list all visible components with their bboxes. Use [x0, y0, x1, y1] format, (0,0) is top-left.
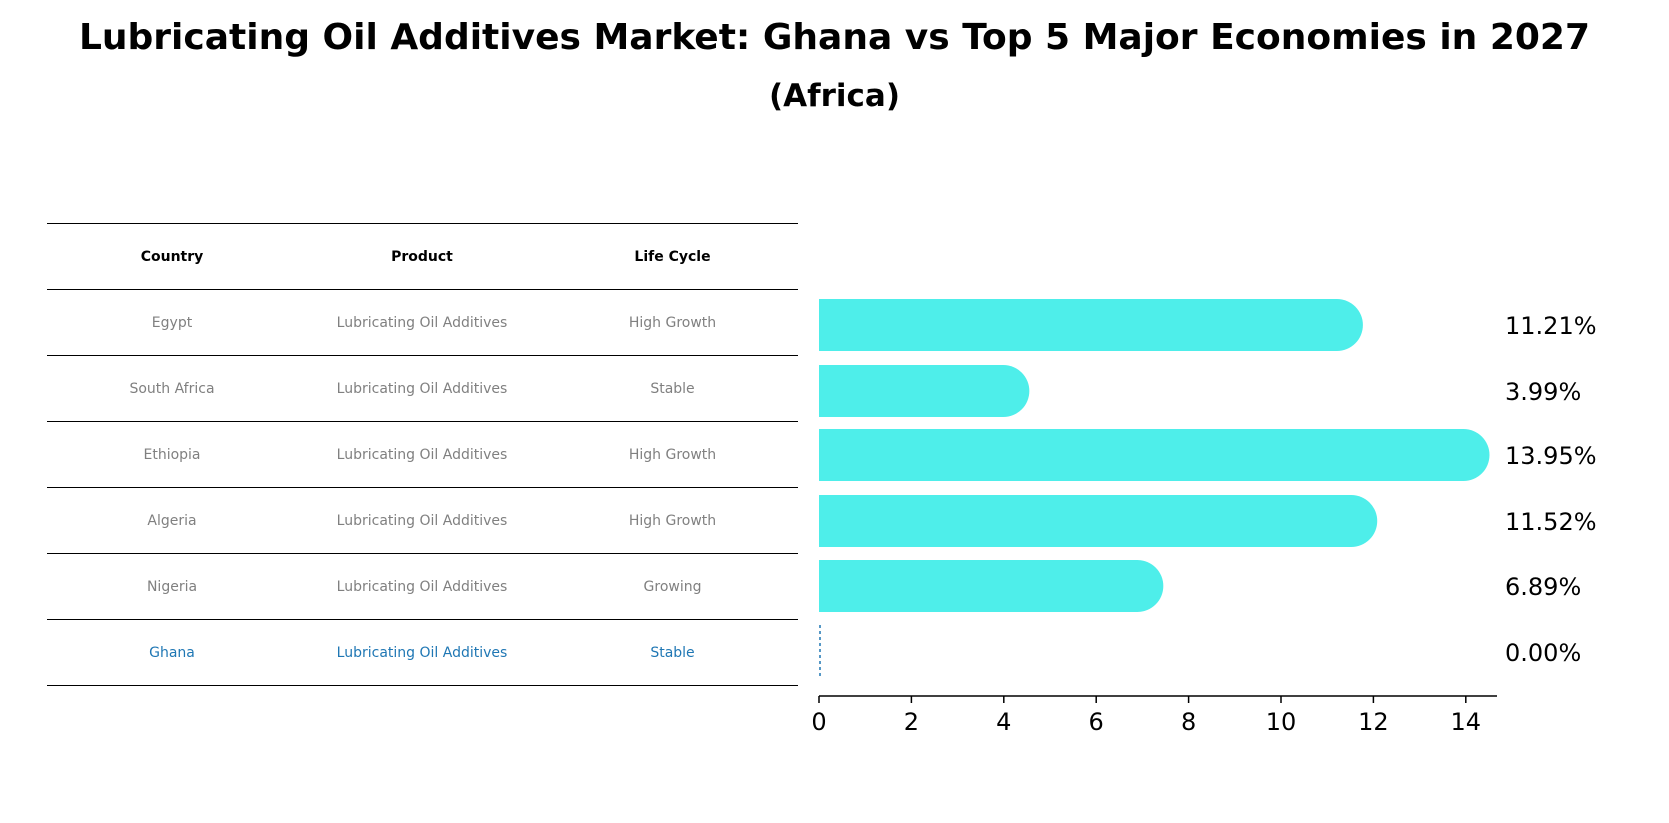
life-cycle-cell: High Growth: [628, 512, 717, 529]
x-tick-label: 14: [1451, 708, 1482, 736]
x-tick-label: 4: [996, 708, 1011, 736]
value-label: 13.95%: [1505, 442, 1597, 470]
life-cycle-cell: Stable: [650, 644, 695, 661]
table-row: Egypt Lubricating Oil Additives High Gro…: [47, 290, 798, 356]
country-cell: Algeria: [147, 512, 197, 529]
header-life-cycle: Life Cycle: [634, 248, 711, 265]
table-row: Ethiopia Lubricating Oil Additives High …: [47, 422, 798, 488]
life-cycle-cell: High Growth: [628, 314, 717, 331]
table-header-row: Country Product Life Cycle: [47, 224, 798, 290]
product-cell: Lubricating Oil Additives: [336, 314, 508, 331]
product-cell: Lubricating Oil Additives: [336, 446, 508, 463]
x-tick-label: 12: [1358, 708, 1389, 736]
table-row: South Africa Lubricating Oil Additives S…: [47, 356, 798, 422]
data-table: Country Product Life Cycle Egypt Lubrica…: [47, 223, 798, 686]
chart-subtitle: (Africa): [768, 78, 901, 114]
product-cell: Lubricating Oil Additives: [336, 644, 508, 661]
product-cell: Lubricating Oil Additives: [336, 380, 508, 397]
x-tick-label: 2: [904, 708, 919, 736]
chart-title: Lubricating Oil Additives Market: Ghana …: [78, 17, 1591, 58]
bar: [819, 495, 1378, 547]
x-tick-label: 0: [811, 708, 826, 736]
country-cell: South Africa: [129, 380, 215, 397]
value-label: 0.00%: [1505, 639, 1581, 667]
bar: [819, 429, 1490, 481]
table-row-highlighted: Ghana Lubricating Oil Additives Stable: [47, 620, 798, 686]
bar: [819, 365, 1030, 417]
x-tick-label: 6: [1089, 708, 1104, 736]
header-product: Product: [391, 248, 453, 265]
table-row: Nigeria Lubricating Oil Additives Growin…: [47, 554, 798, 620]
country-cell: Ghana: [149, 644, 195, 661]
country-cell: Ethiopia: [143, 446, 201, 463]
product-cell: Lubricating Oil Additives: [336, 578, 508, 595]
value-label: 11.21%: [1505, 312, 1597, 340]
header-country: Country: [140, 248, 204, 265]
country-cell: Egypt: [151, 314, 193, 331]
value-label: 11.52%: [1505, 508, 1597, 536]
x-tick-label: 8: [1181, 708, 1196, 736]
life-cycle-cell: Growing: [643, 578, 702, 595]
product-cell: Lubricating Oil Additives: [336, 512, 508, 529]
bar: [819, 560, 1164, 612]
table-row: Algeria Lubricating Oil Additives High G…: [47, 488, 798, 554]
bar: [819, 299, 1363, 351]
value-label: 6.89%: [1505, 573, 1581, 601]
life-cycle-cell: Stable: [650, 380, 695, 397]
country-cell: Nigeria: [146, 578, 198, 595]
value-label: 3.99%: [1505, 378, 1581, 406]
x-tick-label: 10: [1266, 708, 1297, 736]
life-cycle-cell: High Growth: [628, 446, 717, 463]
